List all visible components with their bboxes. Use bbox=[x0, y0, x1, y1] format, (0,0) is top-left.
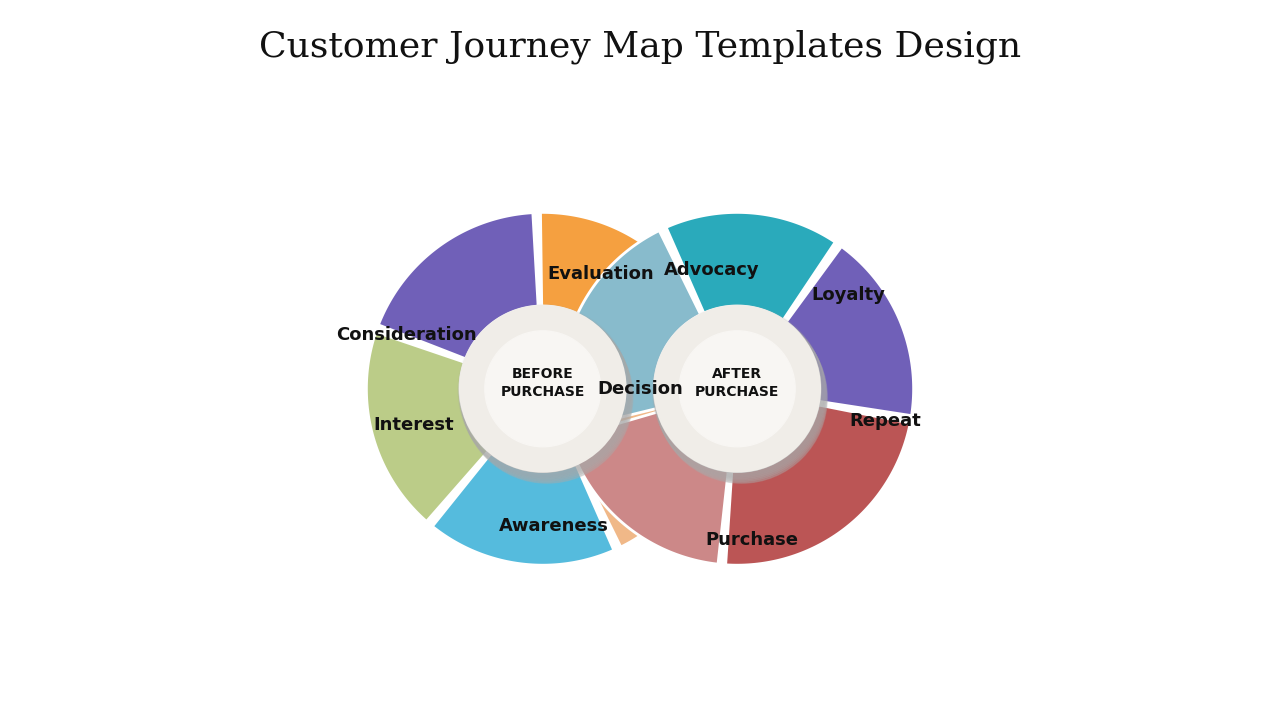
Circle shape bbox=[655, 312, 827, 483]
Circle shape bbox=[485, 331, 600, 446]
Polygon shape bbox=[568, 412, 728, 564]
Text: Advocacy: Advocacy bbox=[664, 261, 760, 279]
Polygon shape bbox=[379, 212, 538, 359]
Polygon shape bbox=[786, 246, 914, 415]
Text: Interest: Interest bbox=[372, 416, 453, 433]
Circle shape bbox=[460, 309, 631, 480]
Polygon shape bbox=[666, 212, 836, 320]
Polygon shape bbox=[561, 230, 700, 431]
Circle shape bbox=[653, 306, 824, 477]
Text: Repeat: Repeat bbox=[849, 412, 920, 430]
Polygon shape bbox=[726, 405, 910, 565]
Polygon shape bbox=[580, 304, 719, 547]
Circle shape bbox=[653, 305, 823, 476]
Circle shape bbox=[654, 307, 826, 479]
Text: AFTER
PURCHASE: AFTER PURCHASE bbox=[695, 366, 780, 399]
Text: Loyalty: Loyalty bbox=[812, 287, 886, 304]
Polygon shape bbox=[366, 332, 488, 521]
Text: Purchase: Purchase bbox=[705, 531, 799, 549]
Circle shape bbox=[462, 312, 632, 483]
Circle shape bbox=[654, 306, 820, 472]
Circle shape bbox=[680, 331, 795, 446]
Polygon shape bbox=[540, 212, 694, 346]
Text: Decision: Decision bbox=[598, 380, 682, 397]
Circle shape bbox=[458, 306, 630, 477]
Circle shape bbox=[654, 309, 826, 480]
Circle shape bbox=[460, 306, 626, 472]
Text: Consideration: Consideration bbox=[335, 325, 476, 343]
Circle shape bbox=[458, 305, 630, 476]
Circle shape bbox=[461, 310, 632, 482]
Text: Evaluation: Evaluation bbox=[547, 265, 654, 282]
Text: Customer Journey Map Templates Design: Customer Journey Map Templates Design bbox=[259, 30, 1021, 64]
Polygon shape bbox=[433, 454, 614, 565]
Text: BEFORE
PURCHASE: BEFORE PURCHASE bbox=[500, 366, 585, 399]
Circle shape bbox=[655, 310, 827, 482]
Circle shape bbox=[460, 307, 631, 479]
Text: Awareness: Awareness bbox=[499, 517, 608, 534]
